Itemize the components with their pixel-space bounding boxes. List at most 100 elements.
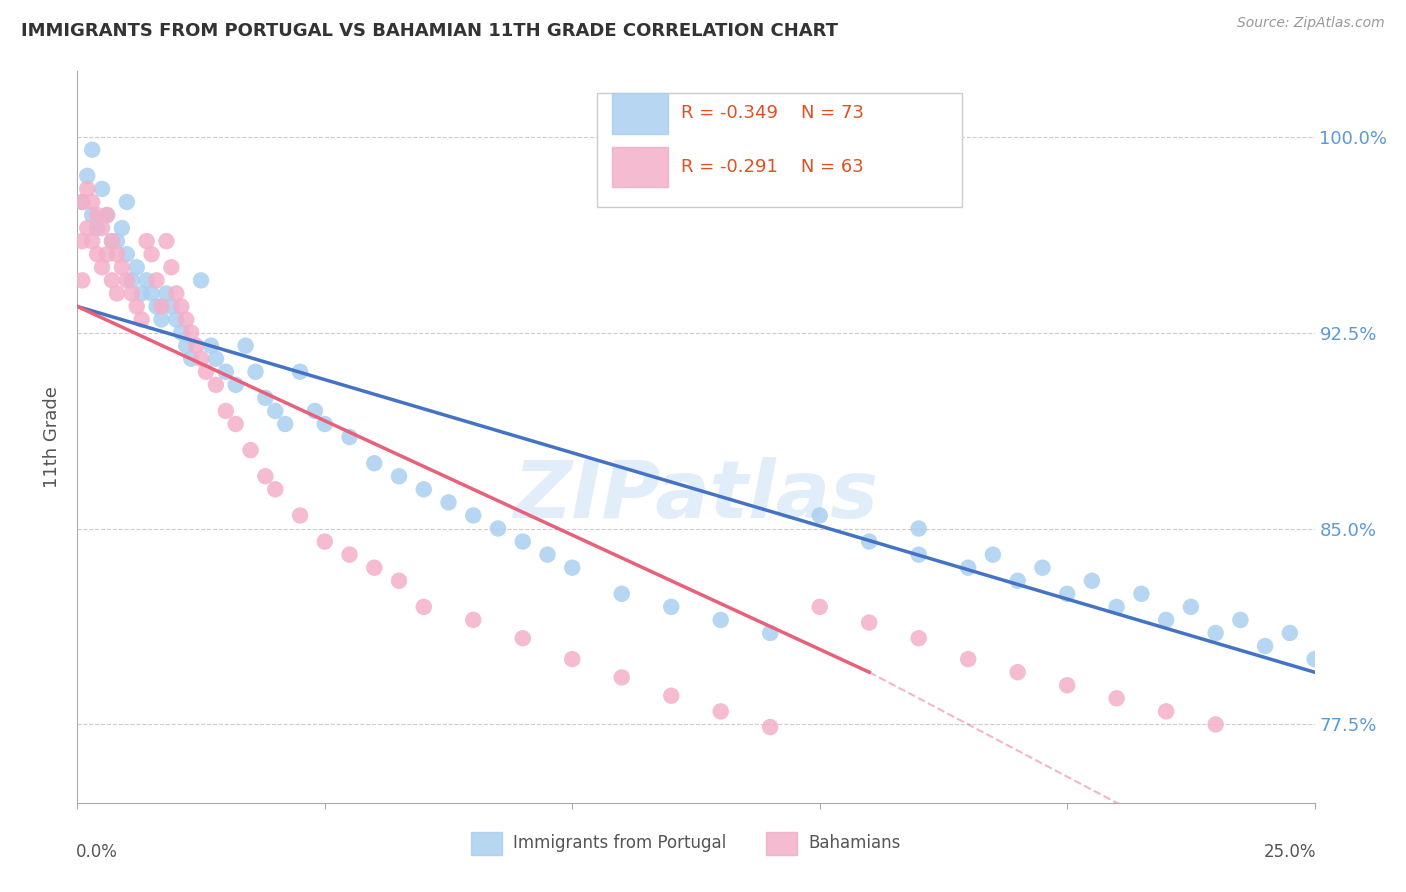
Point [170,326,193,340]
Point [1056,678,1078,692]
Point [1378,652,1400,666]
Point [101,273,124,287]
Point [759,720,782,734]
Point [1154,613,1177,627]
Point [145,300,167,314]
Point [288,365,311,379]
Point [160,260,183,275]
Point [82,143,104,157]
Point [125,300,148,314]
Point [101,234,124,248]
Point [105,247,128,261]
Point [205,377,228,392]
Point [96,247,118,261]
Point [254,391,277,405]
Point [225,377,247,392]
Point [363,560,385,574]
Point [907,548,929,562]
Point [808,599,831,614]
Point [1278,626,1301,640]
Point [858,615,880,630]
Text: R = -0.349    N = 73: R = -0.349 N = 73 [681,104,865,122]
Point [1205,626,1227,640]
Point [1081,574,1104,588]
Point [1205,717,1227,731]
Point [72,194,94,209]
Point [339,430,361,444]
Text: IMMIGRANTS FROM PORTUGAL VS BAHAMIAN 11TH GRADE CORRELATION CHART: IMMIGRANTS FROM PORTUGAL VS BAHAMIAN 11T… [21,22,838,40]
Text: 0.0%: 0.0% [76,843,118,861]
Point [115,247,138,261]
Point [180,351,202,366]
Point [274,417,297,431]
Point [610,670,633,684]
Point [205,351,228,366]
Point [215,404,238,418]
Point [363,456,385,470]
Point [101,234,124,248]
Point [200,338,222,352]
Point [225,417,247,431]
Point [72,273,94,287]
Point [82,208,104,222]
Point [91,182,114,196]
Point [808,508,831,523]
Point [155,234,177,248]
Point [165,286,187,301]
Point [86,247,108,261]
FancyBboxPatch shape [612,94,668,134]
Point [160,300,183,314]
Point [437,495,460,509]
Point [957,652,980,666]
Point [76,182,98,196]
Point [91,221,114,235]
Point [131,286,153,301]
Point [314,417,336,431]
Point [145,273,167,287]
Point [412,599,434,614]
Point [72,194,94,209]
Point [96,208,118,222]
Point [82,234,104,248]
Point [264,483,287,497]
Point [659,599,682,614]
Text: Bahamians: Bahamians [808,834,901,853]
Point [141,247,163,261]
Text: R = -0.291    N = 63: R = -0.291 N = 63 [681,158,863,176]
Point [245,365,267,379]
Point [184,338,207,352]
Point [264,404,287,418]
Point [339,548,361,562]
Point [111,260,134,275]
Point [121,273,143,287]
Point [254,469,277,483]
Point [72,234,94,248]
Text: 25.0%: 25.0% [1264,843,1316,861]
Point [1254,639,1277,653]
Point [1105,599,1128,614]
Point [304,404,326,418]
Point [190,273,212,287]
Text: Source: ZipAtlas.com: Source: ZipAtlas.com [1237,16,1385,30]
Point [215,365,238,379]
Point [759,626,782,640]
Point [235,338,257,352]
Point [82,194,104,209]
Point [105,286,128,301]
Point [710,704,733,718]
Point [76,169,98,183]
Point [91,260,114,275]
Point [121,286,143,301]
Point [561,560,583,574]
Point [1007,574,1029,588]
Point [1154,704,1177,718]
Point [135,234,157,248]
Point [412,483,434,497]
Point [141,286,163,301]
Point [1130,587,1153,601]
Point [512,534,534,549]
Point [659,689,682,703]
Point [190,351,212,366]
Point [388,469,411,483]
Point [195,365,218,379]
